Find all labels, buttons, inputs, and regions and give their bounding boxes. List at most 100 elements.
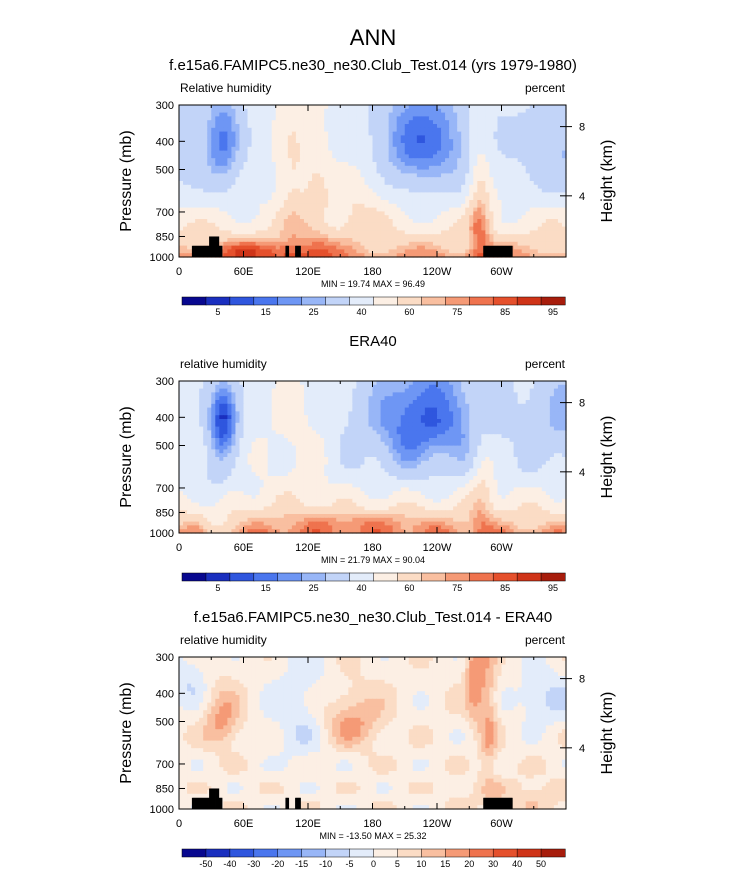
field-cell xyxy=(352,200,357,205)
field-cell xyxy=(243,396,249,401)
field-cell xyxy=(247,196,253,201)
field-cell xyxy=(235,196,241,201)
field-cell xyxy=(525,139,531,144)
field-cell xyxy=(295,135,301,140)
field-cell xyxy=(545,219,551,224)
field-cell xyxy=(549,207,555,212)
field-cell xyxy=(428,381,434,386)
field-cell xyxy=(420,226,426,231)
field-cell xyxy=(320,139,325,144)
field-cell xyxy=(529,124,535,129)
field-cell xyxy=(400,116,406,121)
field-cell xyxy=(279,112,285,117)
field-cell xyxy=(449,150,454,155)
field-cell xyxy=(424,215,430,220)
field-cell xyxy=(283,105,289,110)
field-cell xyxy=(477,203,482,209)
field-cell xyxy=(251,411,257,416)
field-cell xyxy=(449,146,454,152)
field-cell xyxy=(183,181,188,186)
field-cell xyxy=(312,200,317,205)
field-cell xyxy=(553,203,559,209)
field-cell xyxy=(545,124,551,129)
field-cell xyxy=(412,222,418,228)
field-cell xyxy=(223,165,228,171)
field-cell xyxy=(424,400,430,405)
field-cell xyxy=(183,415,188,420)
field-cell xyxy=(445,143,450,148)
field-cell xyxy=(513,135,519,140)
field-cell xyxy=(424,226,430,231)
field-cell xyxy=(561,108,567,114)
field-cell xyxy=(437,249,442,254)
field-cell xyxy=(497,234,503,239)
field-cell xyxy=(509,135,515,140)
field-cell xyxy=(437,184,442,190)
field-cell xyxy=(308,108,313,114)
field-cell xyxy=(453,200,458,205)
field-cell xyxy=(348,154,353,159)
field-cell xyxy=(191,165,196,171)
field-cell xyxy=(332,154,337,159)
field-cell xyxy=(445,200,450,205)
field-cell xyxy=(541,415,547,420)
field-cell xyxy=(239,105,245,110)
field-cell xyxy=(489,105,495,110)
field-cell xyxy=(179,154,184,159)
field-cell xyxy=(295,234,301,239)
field-cell xyxy=(517,207,523,212)
field-cell xyxy=(561,165,567,171)
field-cell xyxy=(461,392,466,397)
field-cell xyxy=(513,381,519,386)
field-cell xyxy=(312,181,317,186)
field-cell xyxy=(328,215,333,220)
field-cell xyxy=(372,127,378,133)
field-cell xyxy=(299,105,305,110)
field-cell xyxy=(465,230,470,235)
field-cell xyxy=(183,139,188,144)
field-cell xyxy=(477,211,482,216)
field-cell xyxy=(469,112,474,117)
field-cell xyxy=(485,200,491,205)
field-cell xyxy=(231,415,237,420)
field-cell xyxy=(545,388,551,393)
field-cell xyxy=(557,234,563,239)
field-cell xyxy=(275,105,281,110)
field-cell xyxy=(408,150,414,155)
field-cell xyxy=(187,105,192,110)
field-cell xyxy=(187,131,192,136)
field-cell xyxy=(453,116,458,121)
field-cell xyxy=(497,120,503,125)
field-cell xyxy=(247,162,253,167)
field-cell xyxy=(279,407,285,412)
field-cell xyxy=(529,226,535,231)
field-cell xyxy=(549,238,555,243)
field-cell xyxy=(392,200,398,205)
field-cell xyxy=(392,381,398,386)
field-cell xyxy=(291,116,297,121)
field-cell xyxy=(489,238,495,243)
field-cell xyxy=(384,200,390,205)
field-cell xyxy=(207,116,212,121)
min-max-stats: MIN = 19.74 MAX = 96.49 xyxy=(321,279,425,289)
field-cell xyxy=(525,154,531,159)
field-cell xyxy=(477,384,482,390)
field-cell xyxy=(384,415,390,420)
field-cell xyxy=(392,241,398,247)
field-cell xyxy=(432,222,438,228)
field-cell xyxy=(416,392,422,397)
field-cell xyxy=(324,177,329,182)
field-cell xyxy=(380,241,386,247)
field-cell xyxy=(445,192,450,197)
field-cell xyxy=(348,415,353,420)
field-cell xyxy=(312,116,317,121)
field-cell xyxy=(275,143,281,148)
field-cell xyxy=(549,400,555,405)
field-cell xyxy=(255,234,261,239)
field-cell xyxy=(227,150,233,155)
field-cell xyxy=(299,245,305,250)
field-cell xyxy=(287,207,293,212)
field-cell xyxy=(195,400,200,405)
field-cell xyxy=(191,215,196,220)
terrain-block xyxy=(287,245,290,257)
